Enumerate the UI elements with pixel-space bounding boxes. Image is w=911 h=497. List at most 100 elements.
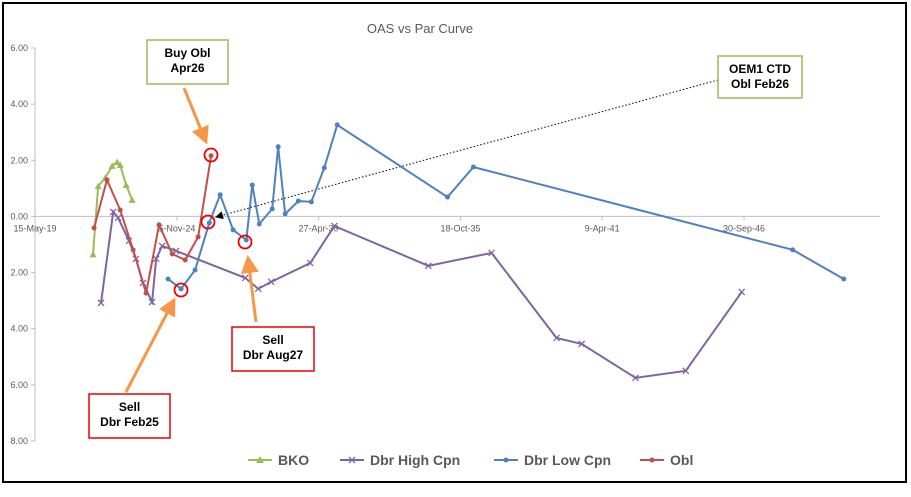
series-marker (334, 122, 340, 128)
y-tick-label: 4.00 (10, 99, 28, 109)
series-marker (114, 214, 122, 222)
x-tick-label: 18-Oct-35 (440, 223, 480, 233)
callout-arrow (182, 87, 209, 145)
annotation-box (717, 55, 803, 99)
legend-item: Dbr High Cpn (340, 452, 460, 468)
series-marker (841, 276, 847, 282)
annotation-box (146, 39, 229, 85)
x-tick-label: 27-Apr-30 (299, 223, 339, 233)
series-marker (130, 247, 136, 253)
series-marker (152, 255, 160, 263)
annotation-text: Dbr Aug27 (243, 348, 304, 362)
series-marker (308, 199, 314, 205)
x-tick-label: 30-Sep-46 (723, 223, 765, 233)
series-marker (282, 211, 288, 217)
series-marker (113, 158, 121, 165)
legend-marker (256, 456, 264, 463)
series-marker (578, 340, 586, 348)
series-marker (217, 192, 223, 198)
highlight-circle (203, 147, 219, 163)
series-marker (89, 250, 97, 258)
series-marker (104, 177, 110, 183)
series-marker (109, 208, 117, 216)
series-marker (143, 290, 149, 296)
annotation-box (88, 393, 171, 439)
series-marker (424, 262, 432, 270)
series-marker (553, 334, 561, 342)
series-marker (738, 288, 746, 296)
annotation-box (231, 326, 315, 372)
annotation-text: Sell (262, 333, 283, 347)
series-marker (148, 298, 156, 306)
reference-line (215, 79, 719, 220)
legend-marker (649, 457, 655, 463)
y-tick-label: 2.00 (10, 268, 28, 278)
series-marker (243, 237, 249, 243)
legend-label: Dbr High Cpn (370, 452, 460, 468)
series-marker (321, 165, 327, 171)
legend-item: Dbr Low Cpn (494, 452, 611, 468)
callout-arrow (124, 297, 176, 393)
series-marker (97, 299, 105, 307)
series-line (167, 123, 845, 291)
legend-label: Dbr Low Cpn (524, 452, 611, 468)
y-tick-label: 4.00 (10, 324, 28, 334)
x-tick-label: 5-Nov-24 (158, 223, 195, 233)
highlight-circle (200, 214, 216, 230)
series-marker (269, 206, 275, 212)
annotation-text: Apr26 (170, 61, 204, 75)
y-tick-label: 8.00 (10, 436, 28, 446)
series-marker (230, 227, 236, 233)
series-marker (249, 182, 255, 188)
annotation-text: Obl Feb26 (731, 77, 789, 91)
series-marker (91, 225, 97, 231)
series-marker (295, 198, 301, 204)
series-marker (790, 247, 796, 253)
series-marker (241, 274, 249, 282)
series-marker (182, 257, 188, 263)
series-marker (117, 207, 123, 213)
series-marker (330, 222, 338, 230)
series-marker (470, 164, 476, 170)
series-marker (306, 259, 314, 267)
series-line (93, 155, 213, 294)
legend-item: Obl (640, 452, 693, 468)
legend-label: BKO (278, 452, 309, 468)
y-tick-label: 2.00 (10, 155, 28, 165)
x-tick-label: 9-Apr-41 (585, 223, 620, 233)
legend-item: BKO (248, 452, 309, 468)
legend-marker (503, 457, 509, 463)
series-marker (178, 286, 184, 292)
series-marker (632, 374, 639, 382)
series-marker (158, 242, 166, 250)
series-marker (108, 162, 116, 169)
series-marker (122, 181, 130, 188)
series-marker (165, 276, 171, 282)
x-tick-label: 15-May-19 (13, 223, 56, 233)
series-marker (195, 234, 201, 240)
highlight-circle (237, 234, 253, 250)
series-marker (208, 153, 214, 159)
series-marker (488, 249, 496, 257)
series-marker (94, 182, 102, 190)
series-marker (116, 161, 124, 169)
highlight-circle (173, 282, 189, 298)
y-tick-label: 6.00 (10, 43, 28, 53)
annotation-text: Buy Obl (164, 46, 210, 60)
series-marker (169, 251, 175, 257)
series-marker (682, 367, 690, 375)
series-marker (275, 144, 281, 150)
series-marker (256, 221, 262, 227)
series-marker (192, 267, 198, 273)
series-marker (445, 194, 451, 200)
y-tick-label: 6.00 (10, 380, 28, 390)
annotation-text: Dbr Feb25 (100, 415, 159, 429)
series-marker (267, 278, 275, 286)
series-marker (128, 196, 136, 203)
